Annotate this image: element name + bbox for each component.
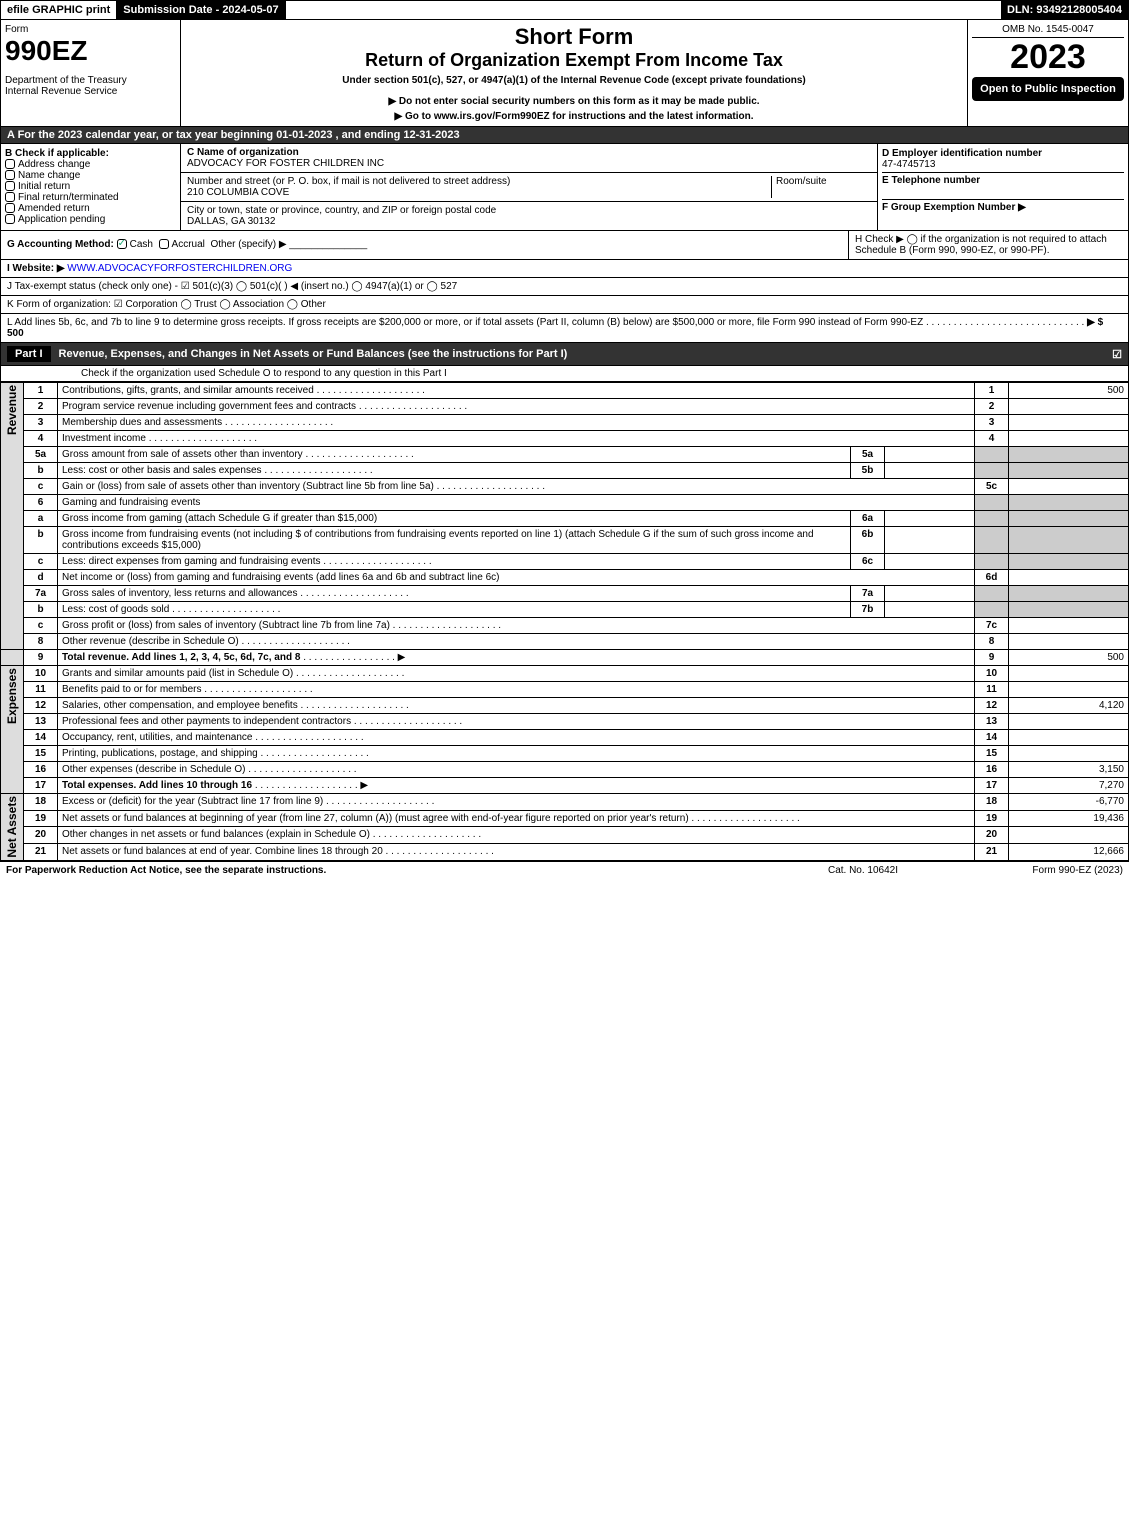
col-d-ein: D Employer identification number 47-4745… — [878, 144, 1128, 230]
short-form-title: Short Form — [185, 24, 963, 50]
part1-table: Revenue 1 Contributions, gifts, grants, … — [0, 382, 1129, 861]
chk-amended[interactable]: Amended return — [5, 203, 176, 214]
pra-notice: For Paperwork Reduction Act Notice, see … — [6, 865, 763, 876]
omb-no: OMB No. 1545-0047 — [972, 24, 1124, 38]
chk-address[interactable]: Address change — [5, 159, 176, 170]
c-name-label: C Name of organization — [187, 147, 871, 158]
org-name: ADVOCACY FOR FOSTER CHILDREN INC — [187, 158, 871, 169]
tax-year: 2023 — [972, 38, 1124, 77]
side-expenses: Expenses — [1, 666, 24, 794]
dept-treasury: Department of the Treasury — [5, 75, 176, 86]
goto-link[interactable]: ▶ Go to www.irs.gov/Form990EZ for instru… — [185, 111, 963, 122]
chk-name[interactable]: Name change — [5, 170, 176, 181]
header-center: Short Form Return of Organization Exempt… — [181, 20, 968, 126]
b-label: B Check if applicable: — [5, 148, 176, 159]
top-bar: efile GRAPHIC print Submission Date - 20… — [0, 0, 1129, 20]
ein: 47-4745713 — [882, 159, 1124, 173]
spacer — [286, 1, 1001, 19]
form-header: Form 990EZ Department of the Treasury In… — [0, 20, 1129, 127]
k-form-org: K Form of organization: ☑ Corporation ◯ … — [0, 296, 1129, 314]
l-gross-receipts: L Add lines 5b, 6c, and 7b to line 9 to … — [0, 314, 1129, 343]
return-title: Return of Organization Exempt From Incom… — [185, 50, 963, 71]
city: DALLAS, GA 30132 — [187, 216, 871, 227]
side-revenue: Revenue — [1, 383, 24, 650]
part1-header: Part I Revenue, Expenses, and Changes in… — [0, 343, 1129, 366]
col-b-checkboxes: B Check if applicable: Address change Na… — [1, 144, 181, 230]
open-inspection: Open to Public Inspection — [972, 77, 1124, 101]
chk-initial[interactable]: Initial return — [5, 181, 176, 192]
org-name-row: C Name of organization ADVOCACY FOR FOST… — [181, 144, 877, 173]
ein-label: D Employer identification number — [882, 148, 1124, 159]
chk-final[interactable]: Final return/terminated — [5, 192, 176, 203]
city-row: City or town, state or province, country… — [181, 202, 877, 230]
chk-accrual[interactable] — [159, 239, 169, 249]
group-label: F Group Exemption Number ▶ — [882, 202, 1124, 213]
efile-label: efile GRAPHIC print — [1, 1, 117, 19]
footer: For Paperwork Reduction Act Notice, see … — [0, 861, 1129, 879]
city-label: City or town, state or province, country… — [187, 205, 871, 216]
part1-sub: Check if the organization used Schedule … — [0, 366, 1129, 382]
section-a-period: A For the 2023 calendar year, or tax yea… — [0, 127, 1129, 144]
no-ssn-notice: ▶ Do not enter social security numbers o… — [185, 96, 963, 107]
i-website: I Website: ▶ WWW.ADVOCACYFORFOSTERCHILDR… — [0, 260, 1129, 278]
info-grid: B Check if applicable: Address change Na… — [0, 144, 1129, 231]
dept-irs: Internal Revenue Service — [5, 86, 176, 97]
col-c-org: C Name of organization ADVOCACY FOR FOST… — [181, 144, 878, 230]
part1-title: Revenue, Expenses, and Changes in Net As… — [59, 348, 568, 360]
tel — [882, 186, 1124, 200]
website-link[interactable]: WWW.ADVOCACYFORFOSTERCHILDREN.ORG — [67, 263, 292, 274]
street-row: Number and street (or P. O. box, if mail… — [181, 173, 877, 202]
under-section: Under section 501(c), 527, or 4947(a)(1)… — [185, 75, 963, 86]
form-label: Form — [5, 24, 176, 35]
j-tax-exempt: J Tax-exempt status (check only one) - ☑… — [0, 278, 1129, 296]
street-label: Number and street (or P. O. box, if mail… — [187, 176, 771, 187]
dln: DLN: 93492128005404 — [1001, 1, 1128, 19]
g-accounting: G Accounting Method: Cash Accrual Other … — [1, 231, 848, 259]
part1-label: Part I — [7, 346, 51, 362]
form-ref: Form 990-EZ (2023) — [963, 865, 1123, 876]
header-left: Form 990EZ Department of the Treasury In… — [1, 20, 181, 126]
schedule-o-check[interactable]: ☑ — [1112, 348, 1122, 361]
chk-cash[interactable] — [117, 239, 127, 249]
submission-date: Submission Date - 2024-05-07 — [117, 1, 285, 19]
header-right: OMB No. 1545-0047 2023 Open to Public In… — [968, 20, 1128, 126]
form-number: 990EZ — [5, 35, 176, 67]
tel-label: E Telephone number — [882, 175, 1124, 186]
cat-no: Cat. No. 10642I — [763, 865, 963, 876]
room-label: Room/suite — [771, 176, 871, 198]
h-schedule-b: H Check ▶ ◯ if the organization is not r… — [848, 231, 1128, 259]
side-net-assets: Net Assets — [1, 794, 24, 861]
g-h-row: G Accounting Method: Cash Accrual Other … — [0, 231, 1129, 260]
street: 210 COLUMBIA COVE — [187, 187, 771, 198]
chk-pending[interactable]: Application pending — [5, 214, 176, 225]
